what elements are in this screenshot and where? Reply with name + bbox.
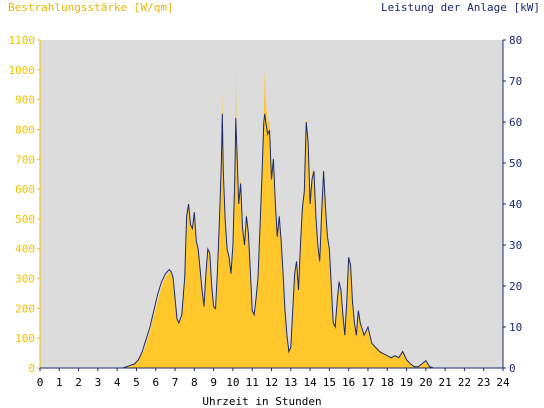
y-right-tick-label: 20 (509, 280, 522, 293)
x-tick-label: 9 (210, 376, 217, 389)
x-tick-label: 7 (172, 376, 179, 389)
x-tick-label: 6 (152, 376, 159, 389)
x-tick-label: 16 (342, 376, 355, 389)
y-left-tick-label: 900 (15, 94, 35, 107)
irradiance-area-layer (40, 69, 503, 368)
power-line (40, 113, 503, 369)
x-tick-label: 17 (361, 376, 374, 389)
x-tick-label: 0 (37, 376, 44, 389)
x-tick-label: 15 (323, 376, 336, 389)
y-right-tick-label: 80 (509, 34, 522, 47)
x-tick-label: 14 (303, 376, 317, 389)
x-tick-label: 10 (226, 376, 239, 389)
x-tick-label: 1 (56, 376, 63, 389)
y-right-tick-label: 70 (509, 75, 522, 88)
y-axis-left-label: Bestrahlungsstärke [W/qm] (8, 1, 174, 14)
x-tick-label: 13 (284, 376, 297, 389)
x-tick-label: 12 (265, 376, 278, 389)
y-left-tick-label: 800 (15, 123, 35, 136)
x-tick-label: 8 (191, 376, 198, 389)
x-axis-label: Uhrzeit in Stunden (202, 395, 321, 408)
power-line-layer (40, 113, 503, 369)
y-left-tick-label: 400 (15, 243, 35, 256)
x-tick-label: 4 (114, 376, 121, 389)
y-right-tick-label: 0 (509, 362, 516, 375)
y-right-tick-label: 50 (509, 157, 522, 170)
x-tick-label: 2 (75, 376, 82, 389)
y-left-tick-label: 500 (15, 213, 35, 226)
irradiance-area (40, 69, 503, 368)
x-tick-label: 22 (458, 376, 471, 389)
x-tick-label: 20 (419, 376, 432, 389)
y-left-tick-label: 300 (15, 273, 35, 286)
x-tick-label: 18 (381, 376, 394, 389)
y-left-tick-label: 1000 (9, 64, 36, 77)
y-left-tick-label: 1100 (9, 34, 36, 47)
tick-labels-layer: 0100200300400500600700800900100011000102… (9, 34, 523, 389)
y-right-tick-label: 60 (509, 116, 522, 129)
y-right-tick-label: 40 (509, 198, 522, 211)
y-left-tick-label: 600 (15, 183, 35, 196)
x-tick-label: 23 (477, 376, 490, 389)
x-tick-label: 24 (496, 376, 510, 389)
x-tick-label: 3 (95, 376, 102, 389)
x-tick-label: 21 (439, 376, 452, 389)
axes-layer (37, 39, 506, 371)
y-left-tick-label: 0 (28, 362, 35, 375)
y-right-tick-label: 10 (509, 321, 522, 334)
y-axis-right-label: Leistung der Anlage [kW] (381, 1, 540, 14)
y-left-tick-label: 200 (15, 302, 35, 315)
x-tick-label: 5 (133, 376, 140, 389)
y-left-tick-label: 700 (15, 153, 35, 166)
x-tick-label: 11 (246, 376, 259, 389)
x-tick-label: 19 (400, 376, 413, 389)
y-right-tick-label: 30 (509, 239, 522, 252)
y-left-tick-label: 100 (15, 332, 35, 345)
